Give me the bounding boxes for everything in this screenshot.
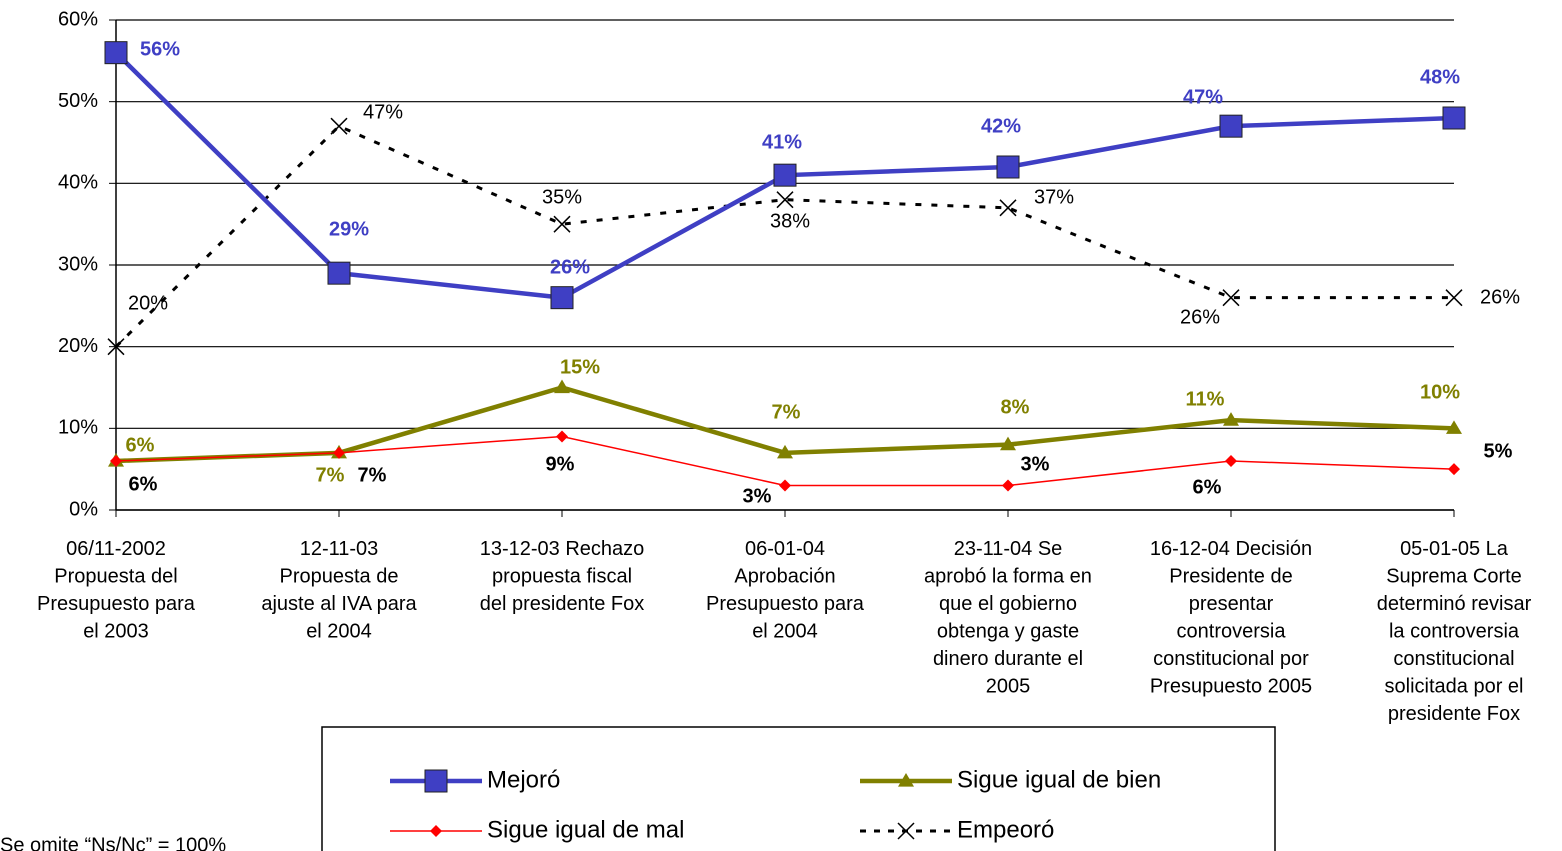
data-label: 3% — [1021, 453, 1050, 475]
legend-items: Mejoró Sigue igual de bien Sigue igual de … — [390, 766, 1161, 843]
marker — [553, 215, 571, 233]
data-label: 29% — [329, 218, 369, 240]
x-tick-label: 06-01-04 Aprobación Presupuesto para el 200… — [706, 538, 865, 643]
data-label: 6% — [129, 473, 158, 495]
data-label: 35% — [542, 186, 582, 208]
marker — [1223, 412, 1239, 426]
marker — [1442, 106, 1466, 130]
marker — [430, 825, 442, 837]
marker — [999, 199, 1017, 217]
marker — [897, 822, 915, 840]
marker — [773, 163, 797, 187]
data-label: 20% — [128, 292, 168, 314]
data-label: 47% — [363, 101, 403, 123]
data-label: 5% — [1484, 440, 1513, 462]
legend-label: Empeoró — [957, 816, 1054, 843]
data-label: 6% — [126, 434, 155, 456]
legend-label: Sigue igual de mal — [487, 816, 684, 843]
legend-label: Sigue igual de bien — [957, 766, 1161, 793]
marker — [1222, 289, 1240, 307]
marker — [898, 773, 914, 787]
data-label: 41% — [762, 131, 802, 153]
data-label: 42% — [981, 115, 1021, 137]
x-tick-label: 12-11-03 Propuesta de ajuste al IVA para el… — [261, 538, 417, 643]
marker — [1219, 114, 1243, 138]
marker — [776, 191, 794, 209]
y-tick-label: 40% — [58, 172, 98, 194]
marker — [1225, 455, 1237, 467]
data-label: 10% — [1420, 381, 1460, 403]
data-label: 26% — [550, 256, 590, 278]
marker — [550, 286, 574, 310]
marker — [1000, 436, 1016, 451]
data-label: 3% — [743, 485, 772, 507]
data-label: 38% — [770, 210, 810, 232]
marker — [779, 479, 791, 492]
x-tick-label: 16-12-04 Decisión Presidente de presentar c… — [1150, 538, 1312, 698]
data-label: 7% — [316, 464, 345, 486]
marker — [1446, 420, 1462, 434]
data-label: 8% — [1001, 396, 1030, 418]
y-tick-label: 0% — [69, 498, 98, 520]
legend-label: Mejoró — [487, 766, 560, 793]
marker — [777, 444, 793, 459]
marker — [1002, 479, 1014, 492]
data-label: 7% — [772, 401, 801, 423]
data-label: 48% — [1420, 66, 1460, 88]
y-tick-label: 30% — [58, 253, 98, 275]
x-tick-label: 06/11-2002 Propuesta del Presupuesto para e… — [37, 538, 196, 643]
data-label: 26% — [1180, 306, 1220, 328]
data-label: 37% — [1034, 186, 1074, 208]
y-tick-label: 60% — [58, 8, 98, 30]
marker — [1448, 463, 1460, 476]
data-label: 6% — [1193, 476, 1222, 498]
marker — [330, 117, 348, 135]
marker — [104, 41, 128, 65]
marker — [554, 379, 570, 394]
data-label: 56% — [140, 38, 180, 60]
x-tick-label: 13-12-03 Rechazo propuesta fiscal del pres… — [480, 538, 645, 615]
y-tick-label: 10% — [58, 417, 98, 439]
marker — [110, 455, 122, 467]
marker — [1445, 289, 1463, 307]
marker — [327, 261, 351, 285]
data-label: 15% — [560, 356, 600, 378]
data-label: 9% — [546, 453, 575, 475]
marker — [424, 769, 448, 793]
y-tick-label: 20% — [58, 335, 98, 357]
data-label: 7% — [358, 464, 387, 486]
legend — [321, 726, 1276, 851]
marker — [996, 155, 1020, 179]
x-tick-label: 05-01-05 La Suprema Corte determinó revisa… — [1377, 538, 1532, 725]
marker — [333, 446, 345, 459]
data-label: 11% — [1186, 388, 1225, 410]
y-tick-label: 50% — [58, 90, 98, 112]
data-label: 26% — [1480, 286, 1520, 308]
marker — [107, 338, 125, 356]
data-label: 47% — [1183, 86, 1223, 108]
footnote: Se omite “Ns/Nc” = 100% — [0, 834, 226, 851]
x-tick-label: 23-11-04 Se aprobó la forma en que el gobi… — [924, 538, 1092, 698]
series-line — [114, 124, 1454, 348]
marker — [556, 430, 568, 443]
